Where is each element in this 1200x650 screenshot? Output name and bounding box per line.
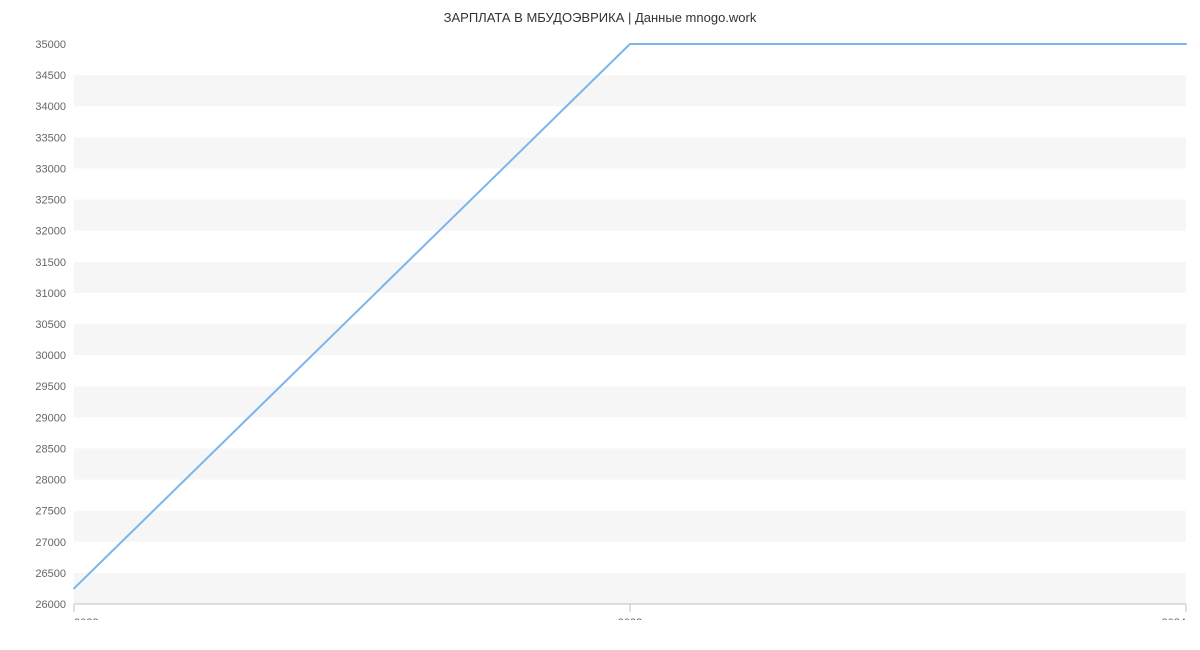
plot-band — [74, 137, 1186, 168]
y-tick-label: 33500 — [35, 132, 66, 144]
y-tick-label: 33000 — [35, 163, 66, 175]
plot-band — [74, 262, 1186, 293]
plot-band — [74, 542, 1186, 573]
plot-band — [74, 324, 1186, 355]
y-tick-label: 31500 — [35, 257, 66, 269]
plot-band — [74, 386, 1186, 417]
line-chart: 26000 26500 27000 27500 28000 28500 29000 29500… — [0, 0, 1200, 620]
plot-band — [74, 293, 1186, 324]
plot-band — [74, 355, 1186, 386]
y-tick-label: 34000 — [35, 101, 66, 113]
plot-band — [74, 168, 1186, 199]
plot-band — [74, 44, 1186, 75]
y-tick-label: 31000 — [35, 288, 66, 300]
y-tick-label: 29000 — [35, 412, 66, 424]
y-tick-label: 26000 — [35, 599, 66, 611]
y-tick-label: 32500 — [35, 195, 66, 207]
plot-band — [74, 200, 1186, 231]
y-tick-label: 28000 — [35, 475, 66, 487]
y-tick-label: 27500 — [35, 506, 66, 518]
plot-band — [74, 573, 1186, 604]
x-tick-label: 2023 — [618, 617, 642, 620]
y-tick-label: 32000 — [35, 226, 66, 238]
plot-band — [74, 480, 1186, 511]
y-tick-label: 35000 — [35, 39, 66, 51]
y-tick-label: 30000 — [35, 350, 66, 362]
plot-band — [74, 231, 1186, 262]
y-tick-label: 26500 — [35, 568, 66, 580]
y-tick-label: 28500 — [35, 443, 66, 455]
plot-band — [74, 511, 1186, 542]
y-tick-label: 29500 — [35, 381, 66, 393]
y-tick-label: 34500 — [35, 70, 66, 82]
plot-band — [74, 75, 1186, 106]
x-tick-label: 2022 — [74, 617, 98, 620]
plot-band — [74, 106, 1186, 137]
plot-band — [74, 448, 1186, 479]
plot-band — [74, 417, 1186, 448]
x-tick-label: 2024 — [1162, 617, 1186, 620]
y-tick-label: 30500 — [35, 319, 66, 331]
y-tick-label: 27000 — [35, 537, 66, 549]
